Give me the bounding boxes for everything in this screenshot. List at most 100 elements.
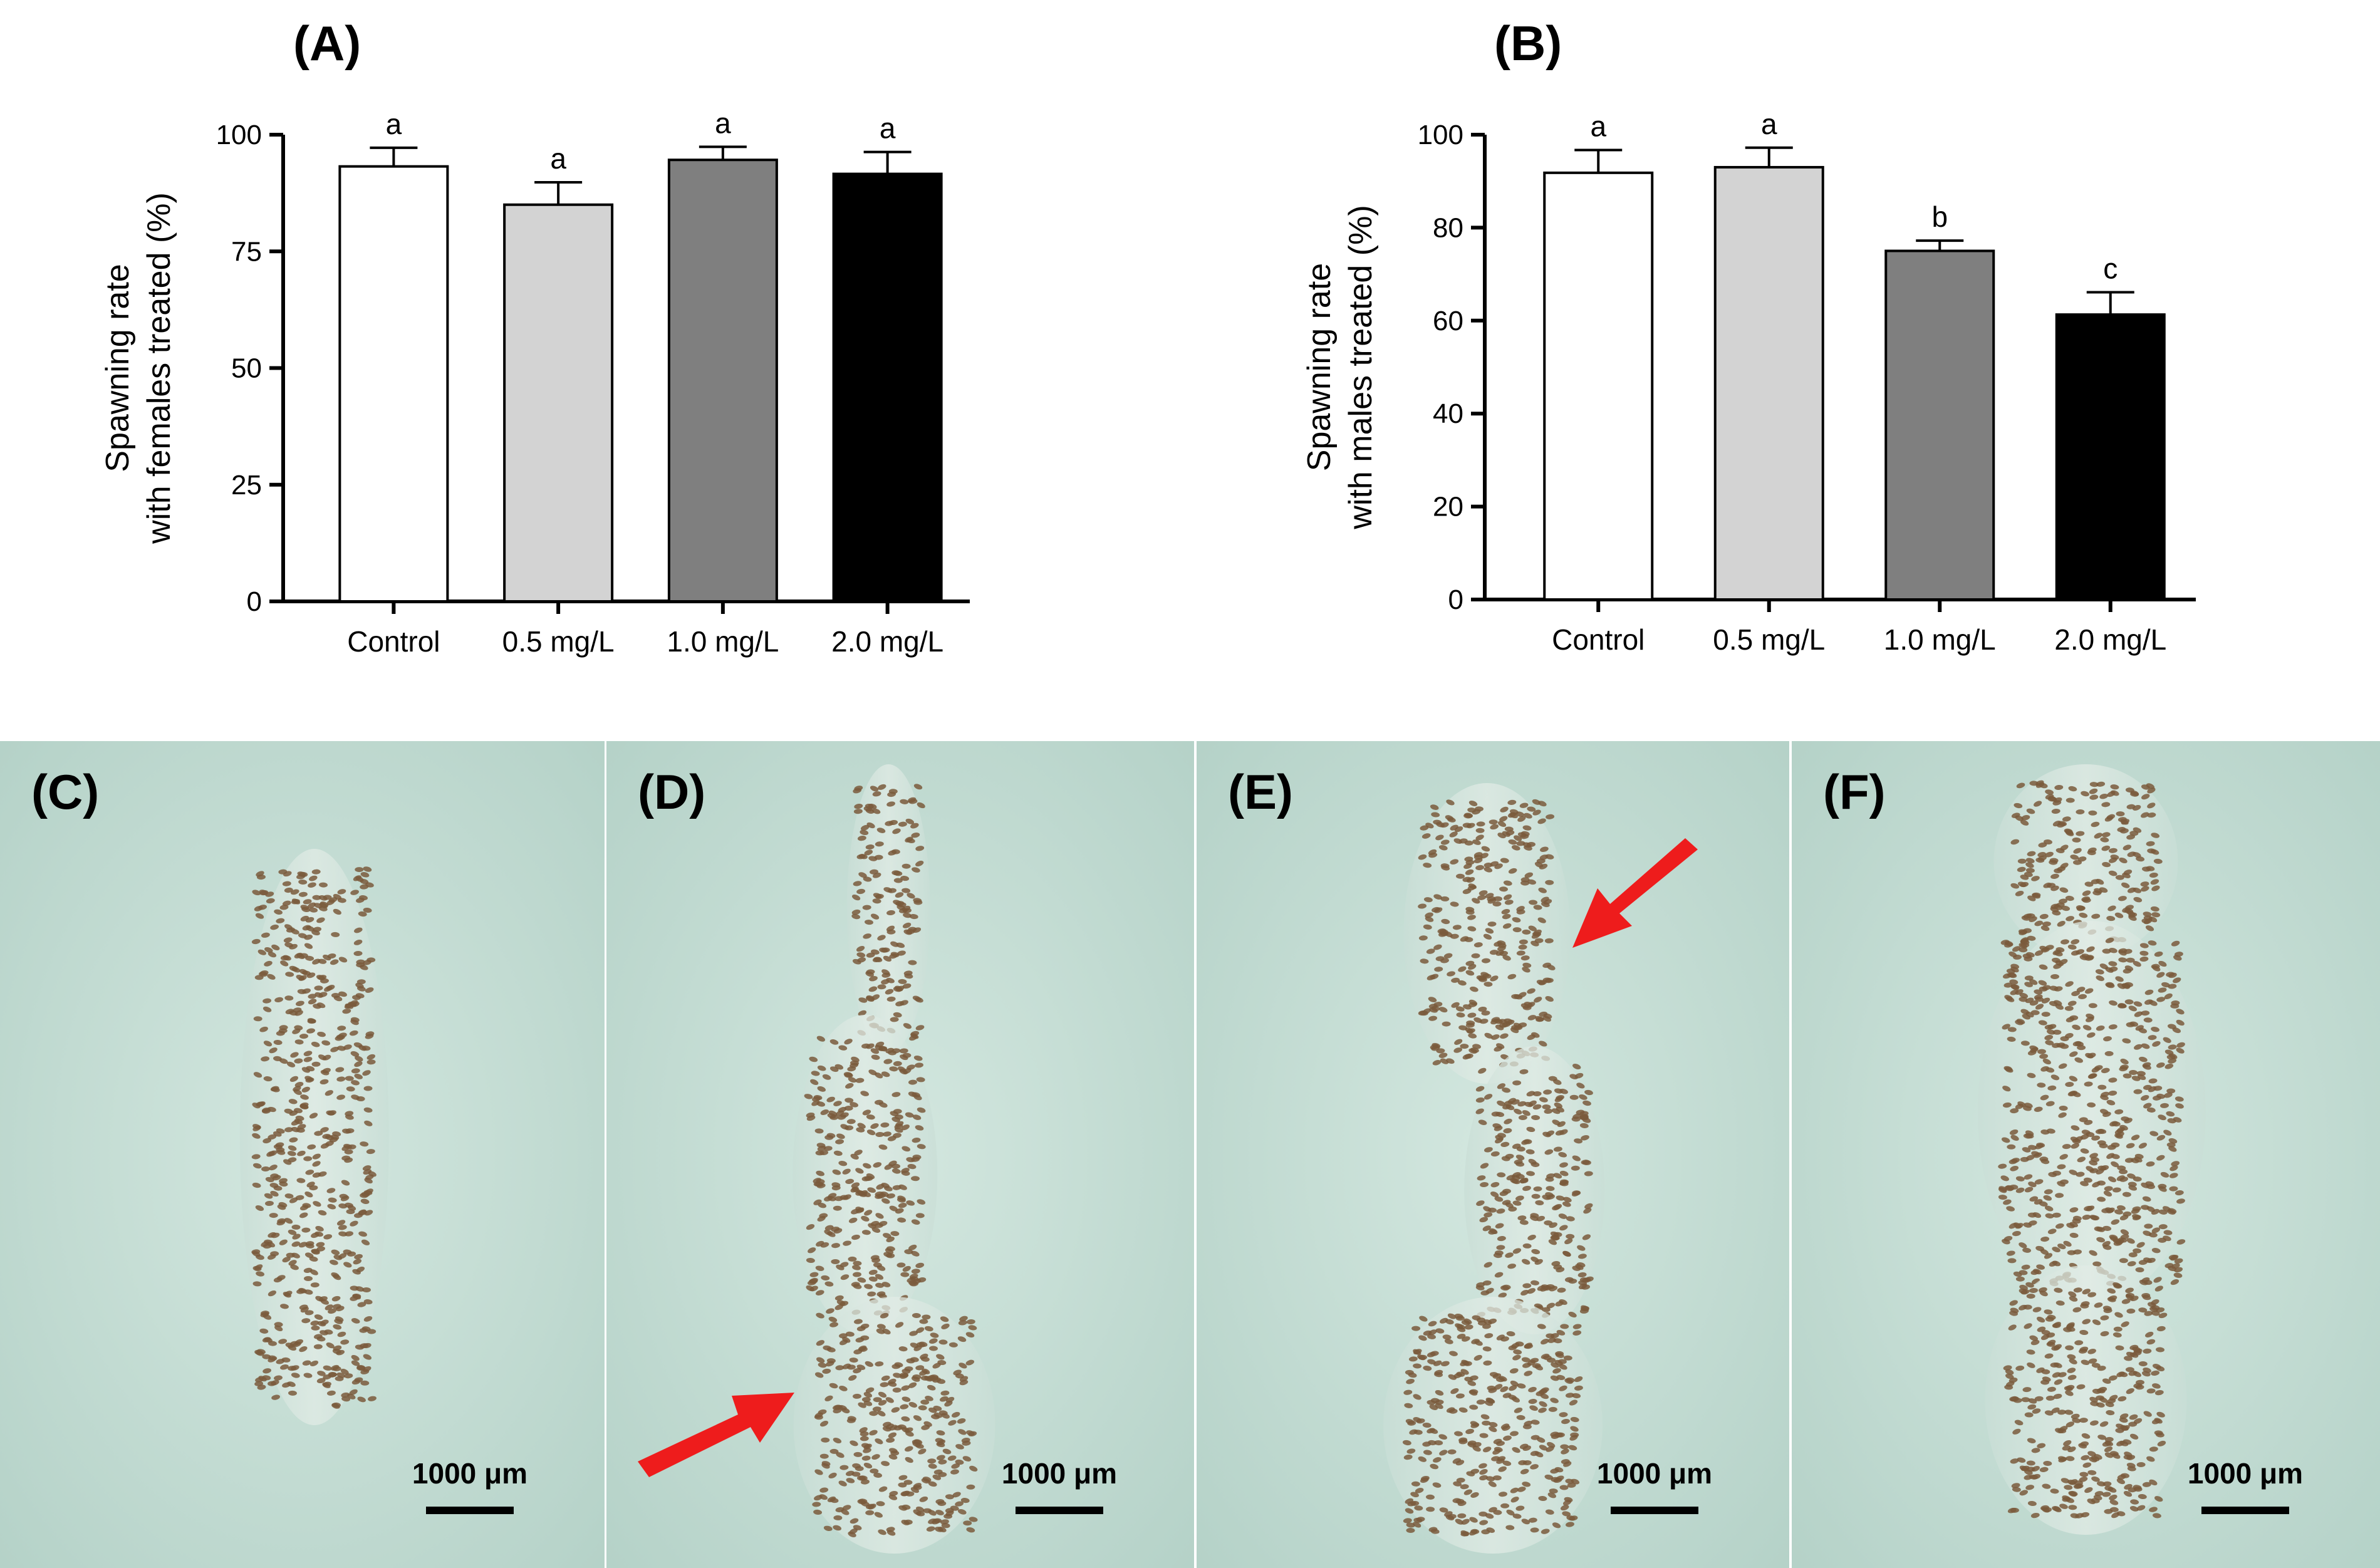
panel-a-label: (A) <box>293 16 361 71</box>
egg <box>298 891 308 897</box>
egg <box>314 1131 323 1136</box>
egg <box>306 1028 316 1034</box>
egg <box>274 1375 283 1381</box>
egg <box>354 927 363 933</box>
egg <box>816 1357 825 1363</box>
egg <box>337 1025 346 1031</box>
egg <box>884 1186 893 1192</box>
egg <box>301 1227 311 1233</box>
egg <box>334 1319 343 1324</box>
egg <box>282 900 291 906</box>
egg <box>853 1349 863 1354</box>
egg <box>253 1016 262 1022</box>
egg <box>905 1456 913 1463</box>
egg <box>353 950 363 957</box>
egg <box>903 1480 913 1485</box>
egg <box>341 1396 351 1402</box>
egg <box>1517 816 1526 822</box>
chart-a-significance-label: a <box>880 112 896 145</box>
egg <box>301 1086 310 1093</box>
egg <box>951 1463 960 1469</box>
egg <box>343 1262 352 1268</box>
egg <box>1449 831 1458 838</box>
egg <box>892 828 901 834</box>
egg <box>255 913 264 919</box>
egg <box>969 1465 978 1472</box>
scale-bar-label: 1000 μm <box>1597 1457 1712 1490</box>
egg <box>893 1109 902 1114</box>
egg <box>259 1328 269 1334</box>
egg <box>897 950 906 956</box>
egg <box>849 1358 858 1363</box>
egg <box>291 1373 300 1378</box>
egg <box>251 1154 261 1160</box>
egg <box>891 1364 901 1369</box>
egg <box>355 1286 365 1292</box>
egg <box>335 1036 344 1041</box>
egg <box>913 900 923 905</box>
egg <box>902 1146 910 1152</box>
egg <box>854 1150 863 1156</box>
egg <box>835 1365 844 1371</box>
egg <box>915 860 924 867</box>
egg <box>824 1196 833 1202</box>
chart-a-bar <box>338 165 449 603</box>
egg <box>899 1048 908 1054</box>
egg <box>889 953 898 959</box>
egg <box>346 1209 355 1215</box>
egg <box>311 1061 321 1067</box>
egg <box>893 1012 902 1018</box>
egg <box>960 1498 970 1503</box>
egg <box>912 1138 921 1143</box>
egg <box>317 1371 326 1376</box>
egg <box>865 844 875 850</box>
egg <box>363 907 372 913</box>
egg <box>333 908 341 915</box>
egg <box>870 1468 879 1474</box>
egg <box>328 1197 337 1203</box>
egg <box>875 1099 883 1105</box>
egg <box>312 1153 321 1160</box>
egg <box>877 984 886 990</box>
egg <box>896 985 905 992</box>
egg <box>340 1368 349 1375</box>
egg <box>365 987 374 993</box>
egg <box>903 1023 912 1029</box>
egg <box>361 1046 371 1051</box>
egg <box>308 994 317 999</box>
egg <box>858 1402 866 1408</box>
egg <box>905 818 915 824</box>
egg <box>284 1127 293 1133</box>
egg <box>341 1155 351 1161</box>
egg <box>315 1225 324 1232</box>
egg <box>864 1284 873 1289</box>
egg <box>923 1508 932 1513</box>
egg <box>268 1232 276 1238</box>
egg <box>300 915 309 922</box>
egg <box>289 943 298 950</box>
egg <box>861 1501 870 1507</box>
egg <box>889 1205 898 1212</box>
chart-b-x-tick-label: Control <box>1552 623 1645 656</box>
egg <box>853 1368 861 1374</box>
egg <box>915 1025 925 1031</box>
egg <box>860 1436 869 1441</box>
egg <box>349 1389 358 1396</box>
egg <box>365 1188 373 1195</box>
egg <box>262 1368 272 1374</box>
egg <box>868 1276 878 1282</box>
egg <box>908 960 917 965</box>
egg <box>2104 1051 2114 1056</box>
egg <box>316 1378 326 1384</box>
egg <box>886 996 896 1002</box>
egg <box>2125 1367 2134 1373</box>
egg <box>850 1518 859 1524</box>
chart-a-x-tick-label: 0.5 mg/L <box>502 625 615 658</box>
egg <box>310 1282 320 1288</box>
egg <box>338 957 348 963</box>
egg <box>915 1125 924 1131</box>
egg <box>917 1199 926 1205</box>
egg <box>913 1485 922 1490</box>
egg <box>268 1134 277 1140</box>
egg <box>947 1455 957 1461</box>
